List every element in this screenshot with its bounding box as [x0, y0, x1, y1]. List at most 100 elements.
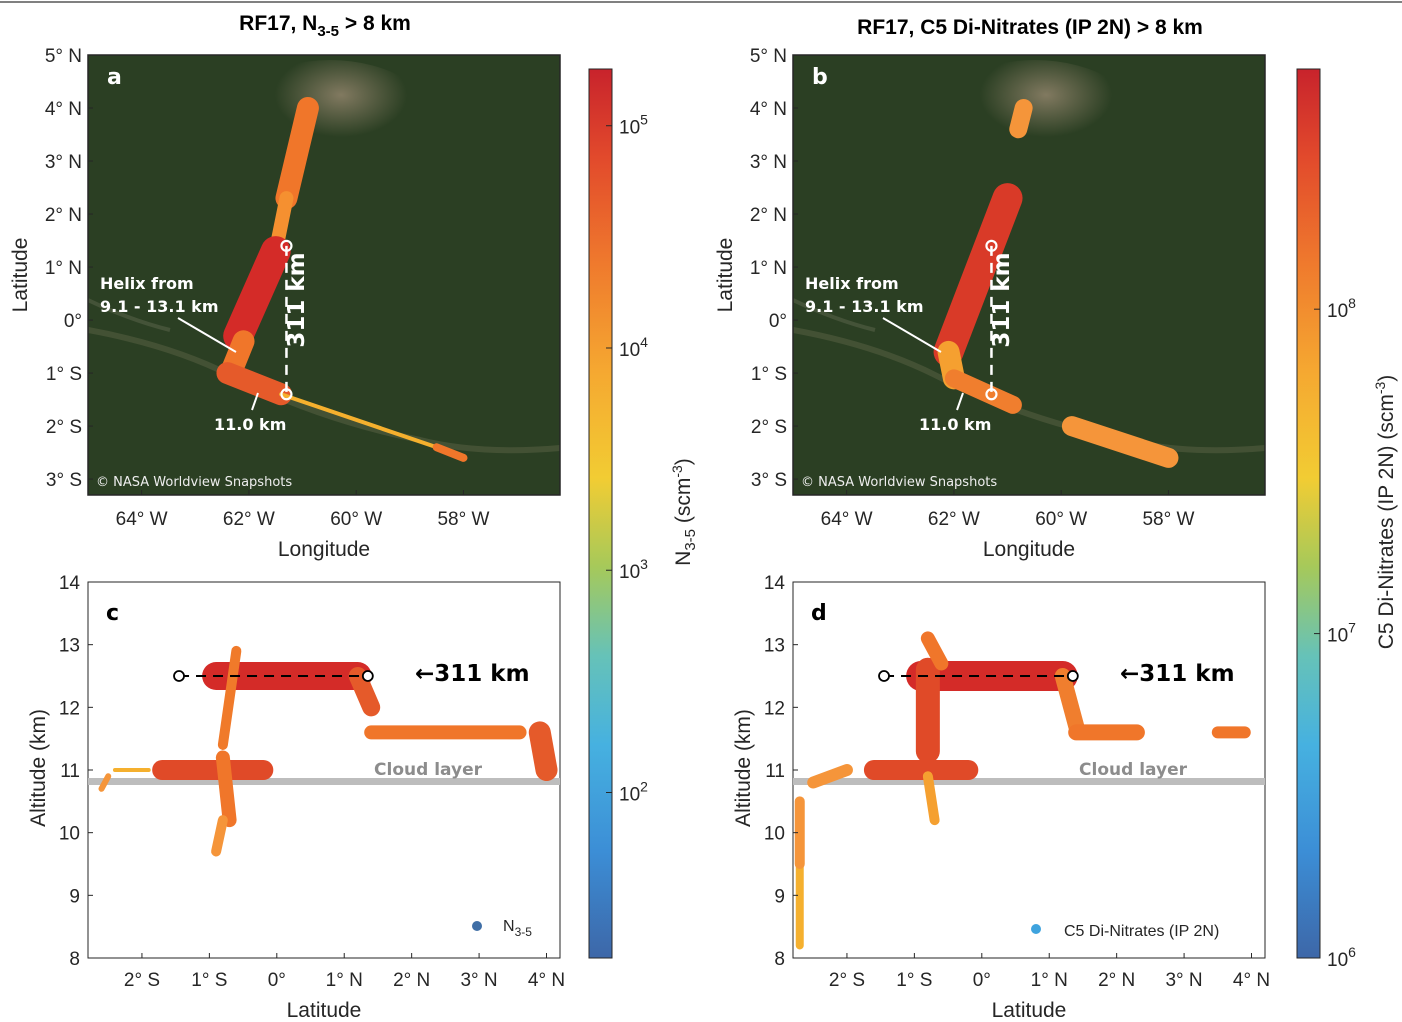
- panel-d-legend-label: C5 Di-Nitrates (IP 2N): [1064, 923, 1219, 940]
- map-b-ytick-label-5: 0°: [769, 311, 787, 332]
- panel-c-xlabel: Latitude: [287, 999, 362, 1022]
- map-a-altitude-pointer: [251, 392, 259, 411]
- map-b-ytick-label-1: 4° N: [750, 99, 787, 120]
- panel-c-distance-marker-1: [361, 670, 374, 682]
- map-b-track-segment-3: [944, 369, 1022, 414]
- map-b-altitude-label: 11.0 km: [919, 415, 991, 434]
- map-a-track-segment-4: [216, 362, 293, 406]
- map-b-ytick-label-0: 5° N: [750, 46, 787, 67]
- colorbar-2-tick-label-1: 107: [1327, 620, 1356, 647]
- panel-d-ytick-label-6: 8: [774, 949, 785, 970]
- panel-c-profile-segment-6: [211, 815, 228, 857]
- panel-c-xtick-label-1: 1° S: [191, 970, 227, 991]
- panel-d-distance-marker-1: [1066, 670, 1079, 682]
- map-b-xtick-label-0: 64° W: [821, 509, 873, 530]
- panel-c-ytick-label-1: 13: [59, 636, 80, 657]
- map-b-helix-line1: Helix from: [805, 274, 899, 293]
- colorbar-1-tick-label-1: 103: [619, 556, 648, 583]
- panel-d-xtick-label-3: 1° N: [1031, 970, 1068, 991]
- panel-c-xtick-label-5: 3° N: [460, 970, 497, 991]
- panel-c-ytick-label-5: 9: [69, 886, 80, 907]
- panel-d-profile-segment-10: [922, 771, 940, 826]
- map-panel-b: b © NASA Worldview Snapshots Helix from …: [792, 54, 1266, 496]
- panel-d-ytick-label-2: 12: [764, 698, 785, 719]
- panel-d-letter: d: [811, 601, 827, 626]
- panel-c-profile-segment-1: [348, 667, 381, 717]
- map-b-altitude-pointer: [956, 392, 964, 411]
- map-b-distance-marker-1: [985, 388, 998, 401]
- panel-c-distance-marker-0: [173, 670, 185, 682]
- map-a-ytick-label-5: 0°: [64, 311, 82, 332]
- map-a-ytick-label-0: 5° N: [45, 46, 82, 67]
- panel-d-xtick-label-1: 1° S: [896, 970, 932, 991]
- map-a-ytick-label-8: 3° S: [46, 470, 82, 491]
- colorbar-1-tick-label-2: 104: [619, 334, 648, 361]
- colorbar-2-gradient: [1296, 68, 1321, 959]
- map-b-track-segment-4: [1061, 416, 1179, 468]
- map-b-river: [793, 327, 1265, 454]
- colorbar-1-gradient: [588, 68, 613, 959]
- map-b-xlabel: Longitude: [983, 538, 1075, 561]
- colorbar-2-label: C5 Di-Nitrates (IP 2N) (scm-3): [1372, 375, 1398, 650]
- colorbar-1-label: N3-5 (scm-3): [669, 458, 699, 566]
- map-a-track-segment-3: [221, 330, 255, 379]
- panel-d-profile-segment-6: [920, 631, 949, 671]
- map-a-terrain: [220, 60, 440, 200]
- colorbar-1-tick-label-0: 102: [619, 778, 648, 805]
- panel-c-cloud-label: Cloud layer: [374, 760, 483, 780]
- map-a-ytick-label-4: 1° N: [45, 258, 82, 279]
- panel-d-cloud-label: Cloud layer: [1079, 760, 1188, 780]
- map-a-credit: © NASA Worldview Snapshots: [96, 475, 292, 490]
- panel-c-ytick-label-0: 14: [59, 573, 81, 594]
- map-a-helix-line2: 9.1 - 13.1 km: [100, 297, 218, 316]
- panel-c-ytick-label-4: 10: [59, 824, 80, 845]
- map-a-distance-label: 311 km: [284, 252, 310, 347]
- map-a-river: [88, 327, 560, 454]
- map-a-ytick-label-1: 4° N: [45, 99, 82, 120]
- panel-c-profile-segment-3: [528, 721, 558, 781]
- panel-d-xtick-label-4: 2° N: [1098, 970, 1135, 991]
- map-b-xtick-label-2: 60° W: [1035, 509, 1087, 530]
- panel-d-distance-label: ←311 km: [1120, 661, 1235, 687]
- map-a-track-segment-0: [275, 97, 319, 210]
- panel-d-xlabel: Latitude: [992, 999, 1067, 1022]
- colorbar-2-tick-label-2: 108: [1327, 295, 1356, 322]
- colorbar-2-tick-label-0: 106: [1327, 944, 1356, 971]
- map-a-ytick-label-6: 1° S: [46, 364, 82, 385]
- panel-c-profile-segment-7: [217, 645, 242, 750]
- map-a-frame: [87, 54, 561, 496]
- panel-d-xtick-label-0: 2° S: [829, 970, 865, 991]
- map-b-terrain: [925, 60, 1145, 200]
- map-b-helix-pointer: [882, 317, 942, 353]
- map-b-credit: © NASA Worldview Snapshots: [801, 475, 997, 490]
- map-a-track-segment-2: [223, 236, 291, 351]
- map-a-ytick-label-3: 2° N: [45, 205, 82, 226]
- map-b-distance-marker-0: [985, 239, 998, 252]
- panel-c-profile-segment-5: [215, 750, 237, 828]
- panel-d-xtick-label-6: 4° N: [1233, 970, 1270, 991]
- colorbar-1-tick-label-3: 105: [619, 112, 648, 139]
- map-a-xtick-label-1: 62° W: [223, 509, 275, 530]
- colorbar-1: 102 103 104 105 N3-5 (scm-3): [588, 68, 699, 959]
- panel-c-xtick-label-0: 2° S: [124, 970, 160, 991]
- map-b-river-branch: [793, 298, 876, 332]
- panel-d-ylabel: Altitude (km): [732, 709, 755, 827]
- map-b-ytick-label-7: 2° S: [751, 417, 787, 438]
- map-a-ytick-label-7: 2° S: [46, 417, 82, 438]
- panel-c-ytick-label-3: 11: [60, 761, 80, 782]
- map-b-ytick-label-6: 1° S: [751, 364, 787, 385]
- panel-d-profile-segment-9: [807, 764, 853, 789]
- map-b-frame: [792, 54, 1266, 496]
- panel-d-ytick-label-0: 14: [764, 573, 786, 594]
- map-a-altitude-label: 11.0 km: [214, 415, 286, 434]
- panel-d-cloud-band: [793, 778, 1265, 785]
- map-a-xtick-label-2: 60° W: [330, 509, 382, 530]
- map-a-helix-line1: Helix from: [100, 274, 194, 293]
- map-b-xtick-label-1: 62° W: [928, 509, 980, 530]
- panel-c-letter: c: [106, 601, 119, 626]
- map-b-ytick-label-2: 3° N: [750, 152, 787, 173]
- panel-c-ytick-label-6: 8: [69, 949, 80, 970]
- map-b-ytick-label-3: 2° N: [750, 205, 787, 226]
- panel-d-ytick-label-4: 10: [764, 824, 785, 845]
- map-a-xlabel: Longitude: [278, 538, 370, 561]
